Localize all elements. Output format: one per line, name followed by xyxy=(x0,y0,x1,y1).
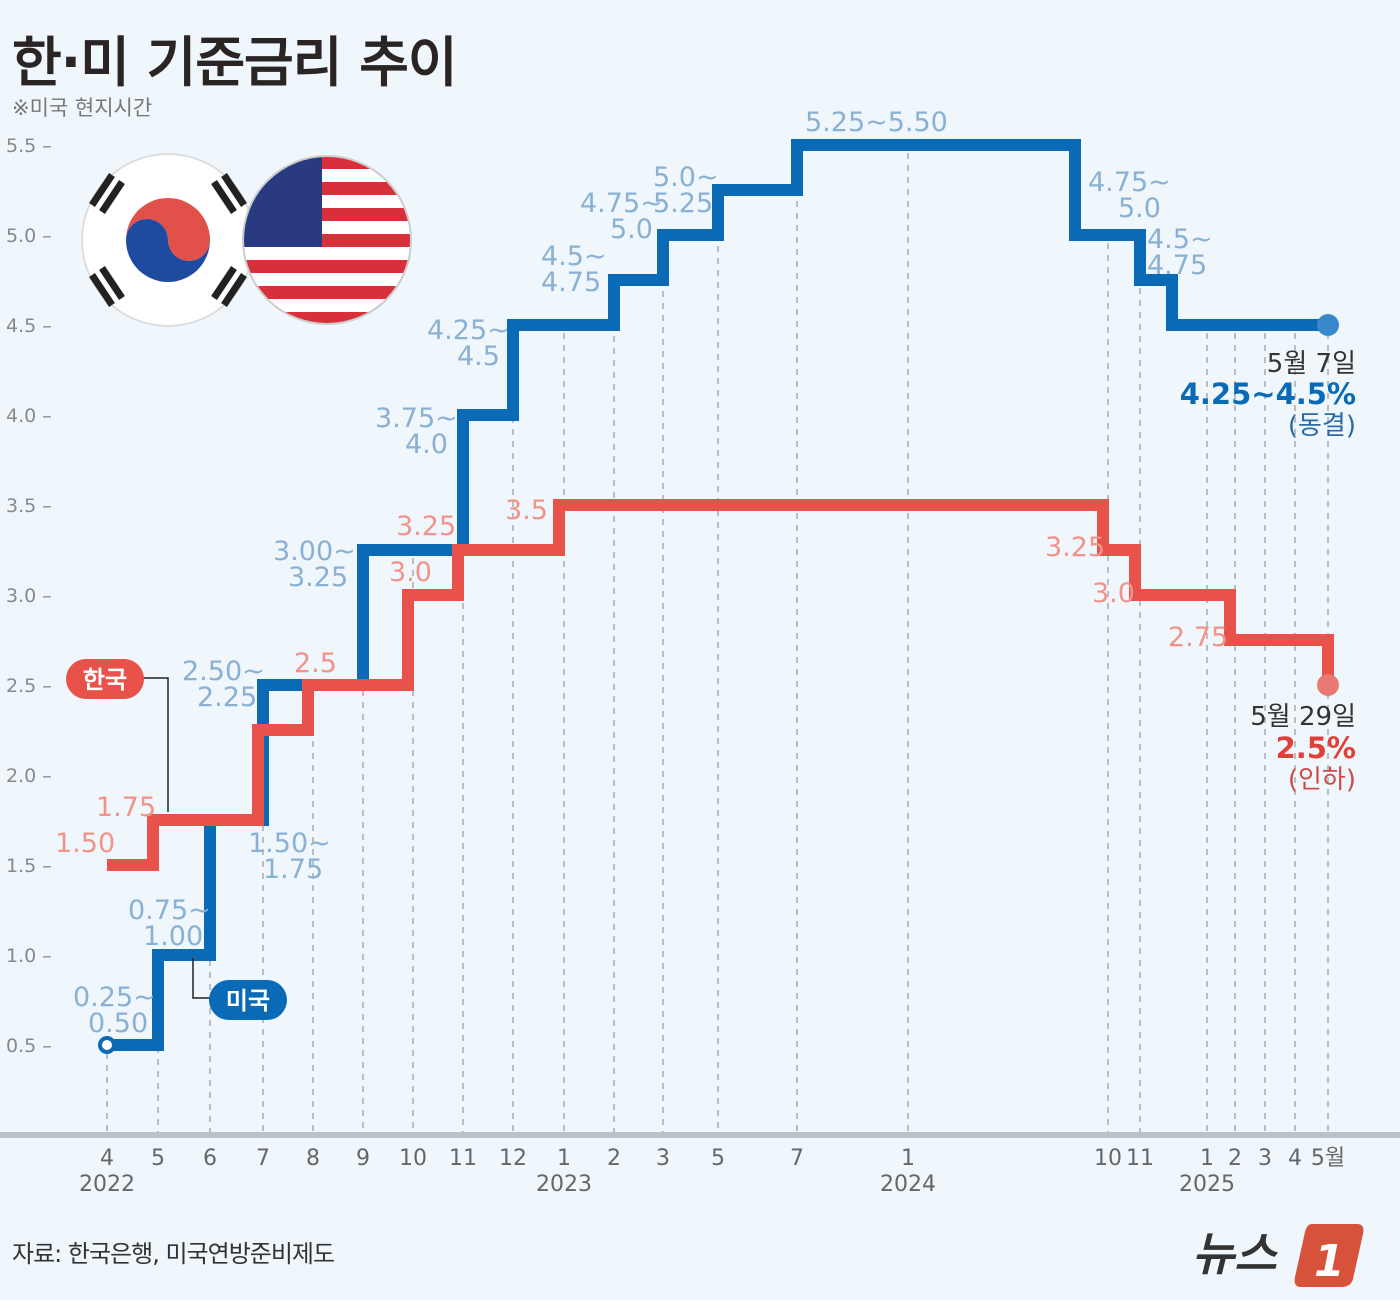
x-tick-label: 3 xyxy=(1258,1146,1272,1171)
korea-rate-label: 3.0 xyxy=(389,557,432,588)
end-note-status: (인하) xyxy=(1288,765,1356,795)
y-tick-label: 3.0 – xyxy=(6,585,52,607)
korea-rate-label: 1.75 xyxy=(96,792,156,823)
us-rate-label: 3.75~ xyxy=(375,403,458,434)
x-tick-label: 3 xyxy=(656,1146,670,1171)
y-tick-label: 5.0 – xyxy=(6,225,52,247)
us-rate-label: 3.25 xyxy=(288,562,348,593)
x-year-label: 2023 xyxy=(536,1172,592,1197)
x-tick-label: 11 xyxy=(1126,1146,1154,1171)
source-note: 자료: 한국은행, 미국연방준비제도 xyxy=(12,1240,335,1268)
end-note-rate: 2.5% xyxy=(1276,731,1356,765)
us-rate-label: 4.5~ xyxy=(1147,224,1213,255)
us-end-marker xyxy=(1317,314,1339,336)
x-tick-label: 2 xyxy=(1228,1146,1242,1171)
us-rate-label: 5.0~ xyxy=(653,162,719,193)
x-tick-label: 7 xyxy=(256,1146,270,1171)
us-rate-label: 4.75~ xyxy=(1088,167,1171,198)
x-tick-label: 10 xyxy=(1094,1146,1122,1171)
korea-rate-label: 1.50 xyxy=(55,828,115,859)
y-tick-label: 1.0 – xyxy=(6,945,52,967)
us-rate-label: 4.5 xyxy=(457,341,500,372)
x-year-label: 2022 xyxy=(79,1172,135,1197)
x-tick-label: 12 xyxy=(499,1146,527,1171)
end-note-date: 5월 7일 xyxy=(1267,349,1356,379)
chart-title: 한·미 기준금리 추이 xyxy=(12,31,458,94)
korea-end-marker xyxy=(1317,674,1339,696)
us-rate-label: 4.75 xyxy=(541,267,601,298)
us-rate-label: 4.75~ xyxy=(580,188,663,219)
us-flag-icon xyxy=(242,155,412,325)
korea-legend-pill xyxy=(66,659,144,699)
korea-flag-icon xyxy=(81,153,255,327)
end-note-rate: 4.25~4.5% xyxy=(1180,377,1356,411)
us-rate-label: 0.75~ xyxy=(128,895,211,926)
x-tick-label: 5월 xyxy=(1311,1146,1345,1171)
us-rate-label: 0.25~ xyxy=(73,982,156,1013)
x-tick-label: 6 xyxy=(203,1146,217,1171)
end-note-date: 5월 29일 xyxy=(1250,702,1356,732)
x-tick-label: 5 xyxy=(711,1146,725,1171)
korea-rate-label: 3.25 xyxy=(396,511,456,542)
us-rate-label: 1.75 xyxy=(263,854,323,885)
y-tick-label: 0.5 – xyxy=(6,1035,52,1057)
end-note-status: (동결) xyxy=(1288,411,1356,441)
us-rate-label: 5.0 xyxy=(610,214,653,245)
korea-rate-line xyxy=(107,499,1334,871)
us-rate-label: 3.00~ xyxy=(273,536,356,567)
x-tick-label: 10 xyxy=(399,1146,427,1171)
x-tick-label: 11 xyxy=(449,1146,477,1171)
y-tick-label: 3.5 – xyxy=(6,495,52,517)
us-rate-label: 2.50~ xyxy=(182,656,265,687)
us-rate-label: 0.50 xyxy=(88,1008,148,1039)
x-tick-label: 9 xyxy=(356,1146,370,1171)
svg-text:뉴스: 뉴스 xyxy=(1192,1227,1278,1281)
us-rate-label: 5.25 xyxy=(653,188,713,219)
svg-text:1: 1 xyxy=(1314,1236,1345,1287)
korea-legend-label: 한국 xyxy=(83,666,127,694)
us-rate-label: 1.00 xyxy=(143,921,203,952)
us-rate-label: 4.75 xyxy=(1147,250,1207,281)
y-tick-label: 2.5 – xyxy=(6,675,52,697)
x-tick-label: 1 xyxy=(1200,1146,1214,1171)
x-tick-label: 2 xyxy=(607,1146,621,1171)
x-year-label: 2024 xyxy=(880,1172,936,1197)
y-tick-label: 2.0 – xyxy=(6,765,52,787)
chart-subtitle: ※미국 현지시간 xyxy=(12,96,153,120)
us-rate-label: 4.25~ xyxy=(427,315,510,346)
us-start-marker xyxy=(98,1036,116,1054)
us-legend-pill xyxy=(209,980,287,1020)
y-tick-label: 5.5 – xyxy=(6,135,52,157)
x-tick-label: 8 xyxy=(306,1146,320,1171)
x-tick-label: 5 xyxy=(151,1146,165,1171)
us-rate-label: 4.0 xyxy=(405,429,448,460)
us-legend-connector xyxy=(192,958,212,999)
korea-rate-label: 3.25 xyxy=(1045,532,1105,563)
us-rate-label: 2.25 xyxy=(197,682,257,713)
korea-rate-label: 2.75 xyxy=(1168,622,1228,653)
x-tick-label: 4 xyxy=(100,1146,114,1171)
x-tick-label: 1 xyxy=(557,1146,571,1171)
us-legend-label: 미국 xyxy=(226,987,270,1015)
us-rate-label: 5.0 xyxy=(1118,193,1161,224)
news1-logo: 뉴스 1 xyxy=(1192,1224,1364,1287)
y-tick-label: 4.5 – xyxy=(6,315,52,337)
korea-rate-label: 2.5 xyxy=(294,648,337,679)
y-tick-label: 4.0 – xyxy=(6,405,52,427)
x-tick-label: 1 xyxy=(901,1146,915,1171)
us-rate-label: 4.5~ xyxy=(541,241,607,272)
korea-rate-label: 3.5 xyxy=(505,495,548,526)
us-rate-label: 1.50~ xyxy=(248,828,331,859)
x-axis-line xyxy=(0,1132,1400,1138)
x-year-label: 2025 xyxy=(1179,1172,1235,1197)
x-tick-label: 7 xyxy=(790,1146,804,1171)
y-tick-label: 1.5 – xyxy=(6,855,52,877)
korea-rate-label: 3.0 xyxy=(1092,578,1135,609)
korea-legend-connector xyxy=(142,677,169,812)
x-tick-label: 4 xyxy=(1288,1146,1302,1171)
us-rate-label: 5.25~5.50 xyxy=(805,107,948,138)
